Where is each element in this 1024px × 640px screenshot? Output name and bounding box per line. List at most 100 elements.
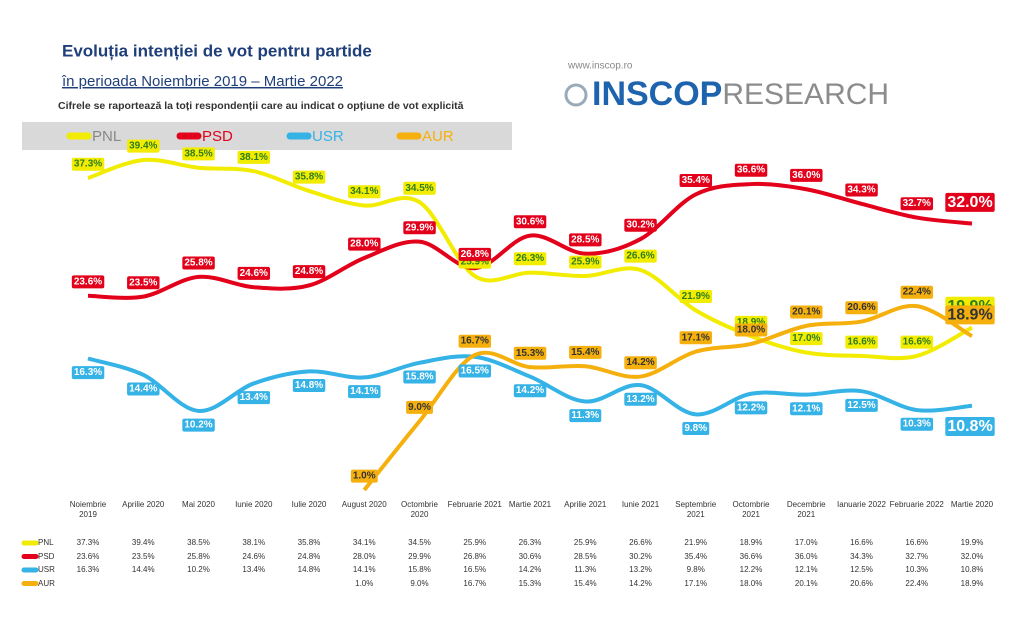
data-label: 14.2% [624, 356, 657, 370]
data-label-text: 29.9% [405, 222, 433, 233]
label-box [348, 385, 381, 399]
data-label-text: 26.3% [516, 253, 544, 264]
label-box [790, 305, 823, 319]
data-label-text: 20.1% [792, 307, 820, 318]
table-cell: 17.1% [684, 578, 708, 588]
data-label: 36.0% [790, 168, 823, 182]
data-label-text: 13.4% [240, 392, 268, 403]
label-box [679, 174, 713, 188]
label-box [127, 382, 160, 396]
data-label-text: 34.3% [847, 184, 875, 195]
legend-label: AUR [422, 128, 454, 145]
label-box [679, 331, 713, 345]
data-label-text: 21.9% [682, 291, 710, 302]
label-box [127, 139, 160, 153]
table-cell: 32.0% [960, 551, 984, 561]
x-tick-label: Decembrie 2021 [786, 500, 826, 519]
table-cell: 14.1% [352, 565, 376, 574]
table-cell: 34.1% [352, 538, 376, 547]
table-cell: 9.8% [686, 565, 705, 574]
x-tick-label: Iunie 2020 [235, 500, 273, 509]
data-label: 36.6% [734, 163, 768, 177]
data-label: 15.3% [513, 346, 547, 360]
x-tick-label: Septembrie 2021 [675, 500, 717, 519]
table-cell: 36.0% [794, 551, 818, 561]
data-label: 14.1% [348, 385, 381, 399]
table-cell: 17.0% [794, 538, 818, 547]
table-series-name: USR [38, 565, 55, 574]
data-label-text: 17.1% [682, 332, 710, 343]
label-box [513, 346, 547, 360]
data-label: 32.7% [900, 197, 934, 211]
data-label-text: 12.5% [847, 400, 875, 411]
logo-icon [564, 83, 588, 107]
table-cell: 12.5% [850, 565, 873, 574]
table-cell: 14.8% [297, 565, 321, 574]
table-cell: 18.9% [960, 578, 984, 588]
label-box [348, 185, 381, 199]
data-label: 25.8% [182, 256, 215, 270]
table-cell: 32.7% [905, 551, 929, 561]
data-label: 12.2% [734, 401, 768, 415]
table-series-name: PSD [38, 551, 55, 561]
label-box [513, 384, 547, 398]
table-cell: 12.1% [794, 565, 818, 574]
label-box [71, 157, 105, 171]
table-cell: 10.8% [960, 565, 984, 574]
data-label: 15.8% [403, 370, 436, 384]
data-label-text: 14.4% [129, 383, 157, 394]
table-cell: 21.9% [684, 538, 708, 547]
table-cell: 28.5% [573, 551, 597, 561]
data-label-text: 32.0% [947, 194, 992, 211]
data-label-text: 25.9% [571, 257, 599, 268]
table-cell: 16.7% [463, 578, 487, 588]
label-box [292, 265, 326, 279]
series-line [87, 157, 973, 361]
table-cell: 20.6% [850, 578, 873, 588]
data-label-text: 12.2% [737, 402, 765, 413]
label-box [900, 285, 934, 299]
table-cell: 15.4% [573, 578, 597, 588]
table-cell: 19.9% [960, 538, 984, 547]
data-label: 34.3% [845, 183, 878, 197]
data-label-text: 24.8% [295, 266, 323, 277]
label-box [790, 332, 823, 346]
label-box [513, 252, 547, 266]
label-box [945, 305, 995, 325]
data-label-text: 16.7% [461, 336, 489, 347]
data-label: 10.8% [945, 417, 995, 437]
data-label: 26.8% [458, 247, 492, 261]
data-label-text: 30.2% [626, 220, 654, 231]
logo-suffix: RESEARCH [722, 78, 889, 111]
data-label: 16.3% [71, 366, 105, 380]
data-label: 14.8% [292, 379, 326, 393]
table-cell: 18.0% [739, 578, 763, 588]
label-box [845, 335, 878, 349]
table-cell: 13.2% [629, 565, 652, 574]
data-label: 16.7% [458, 334, 492, 348]
data-label: 17.0% [790, 332, 823, 346]
label-box [182, 147, 215, 161]
data-label: 37.3% [71, 157, 105, 171]
table-cell: 10.2% [187, 565, 210, 574]
label-box [127, 276, 160, 290]
table-cell: 28.0% [352, 551, 376, 561]
label-box [403, 221, 436, 235]
label-box [237, 150, 271, 164]
logo: INSCOPRESEARCH [592, 75, 889, 113]
x-tick-label: Aprilie 2020 [122, 500, 165, 509]
data-label-text: 24.6% [240, 268, 268, 279]
table-cell: 34.3% [850, 551, 873, 561]
data-label: 23.5% [127, 276, 160, 290]
data-label: 10.2% [182, 418, 215, 432]
x-tick-label: Octombrie 2020 [401, 500, 438, 519]
data-label: 12.1% [790, 402, 823, 416]
data-label-text: 26.8% [461, 249, 489, 260]
data-label-text: 22.4% [903, 287, 931, 298]
label-box [679, 290, 713, 304]
data-label: 39.4% [127, 139, 160, 153]
data-label-text: 10.8% [947, 418, 992, 435]
legend-label: PSD [202, 128, 233, 145]
data-label-text: 16.6% [847, 337, 875, 348]
data-label-text: 12.1% [792, 403, 820, 414]
